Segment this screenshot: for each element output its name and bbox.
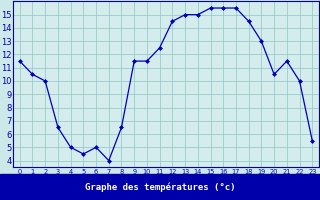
Text: Graphe des températures (°c): Graphe des températures (°c) [85,182,235,192]
